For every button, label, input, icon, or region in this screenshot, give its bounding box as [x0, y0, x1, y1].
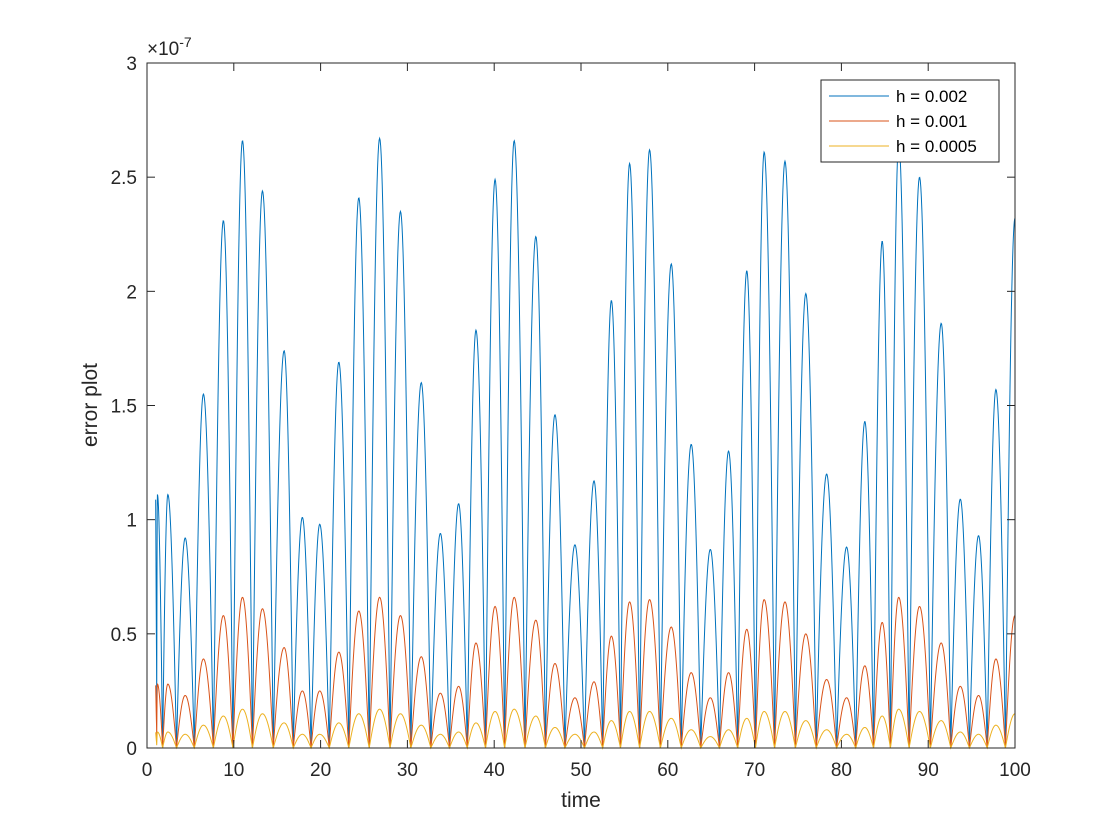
axes-box — [146, 62, 1016, 749]
ticks-layer: 0 10 20 30 40 50 60 70 80 90 100 0 0.5 1 1.5 2 2.5 3 — [111, 54, 1031, 781]
y-tick-label: 3 — [126, 54, 137, 75]
x-tick-label: 20 — [310, 760, 331, 781]
x-tick-label: 50 — [570, 760, 591, 781]
y-axis-label: error plot — [79, 363, 102, 447]
y-tick-label: 2 — [126, 282, 137, 303]
y-tick-label: 2.5 — [111, 168, 137, 189]
x-tick-label: 80 — [831, 760, 852, 781]
x-tick-label: 40 — [484, 760, 505, 781]
x-tick-label: 100 — [999, 760, 1031, 781]
y-tick-label: 0.5 — [111, 625, 137, 646]
x-tick-label: 60 — [657, 760, 678, 781]
x-tick-label: 10 — [223, 760, 244, 781]
legend: h = 0.002 h = 0.001 h = 0.0005 — [820, 79, 1000, 163]
x-tick-label: 70 — [744, 760, 765, 781]
y-exponent-label: ×10-7 — [147, 34, 192, 60]
y-tick-label: 0 — [126, 739, 137, 760]
legend-label: h = 0.0005 — [896, 137, 977, 156]
y-tick-label: 1 — [126, 511, 137, 532]
x-tick-label: 0 — [142, 760, 153, 781]
legend-label: h = 0.002 — [896, 87, 967, 106]
legend-label: h = 0.001 — [896, 112, 967, 131]
x-axis-label: time — [561, 789, 601, 812]
x-tick-label: 90 — [918, 760, 939, 781]
y-tick-label: 1.5 — [111, 397, 137, 418]
x-tick-label: 30 — [397, 760, 418, 781]
